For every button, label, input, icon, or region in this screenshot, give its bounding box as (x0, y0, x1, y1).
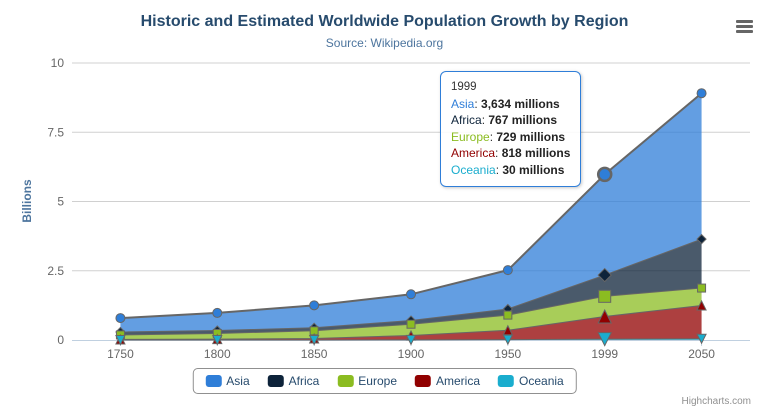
chart-title: Historic and Estimated Worldwide Populat… (140, 13, 629, 30)
chart-subtitle: Source: Wikipedia.org (325, 36, 444, 50)
tooltip-row-asia: Asia: 3,634 millions (451, 96, 570, 113)
tooltip: 1999 Asia: 3,634 millions Africa: 767 mil… (440, 71, 582, 187)
marker-america-1999[interactable] (597, 308, 613, 324)
tooltip-value: 818 millions (501, 146, 571, 160)
legend-item-america[interactable]: America (415, 374, 480, 388)
legend-label: America (436, 374, 481, 388)
marker-asia-1750[interactable] (115, 313, 126, 324)
y-axis-label: 5 (57, 195, 64, 209)
y-axis-label: 2.5 (47, 264, 64, 278)
tooltip-header: 1999 (451, 81, 477, 93)
marker-africa-1999[interactable] (597, 267, 612, 283)
legend-label: Asia (226, 374, 250, 388)
legend-swatch (415, 375, 432, 387)
x-axis-label: 1999 (591, 347, 618, 361)
marker-oceania-1850[interactable] (308, 334, 320, 346)
y-axis-label: 7.5 (47, 125, 64, 139)
legend-item-asia[interactable]: Asia (205, 374, 250, 388)
legend-swatch (498, 375, 515, 387)
tooltip-value: 729 millions (496, 129, 566, 144)
tooltip-row-europe: Europe: 729 millions (451, 129, 570, 146)
legend-item-europe[interactable]: Europe (337, 374, 397, 388)
marker-oceania-2050[interactable] (696, 333, 707, 345)
legend-label: Africa (288, 374, 320, 388)
x-axis-label: 1900 (398, 347, 425, 361)
marker-oceania-1800[interactable] (211, 334, 223, 346)
tooltip-series-name: Europe (451, 129, 490, 144)
x-axis-label: 1950 (495, 347, 522, 361)
hamburger-bar (736, 25, 753, 28)
tooltip-row-africa: Africa: 767 millions (451, 112, 570, 129)
x-axis-label: 1750 (107, 347, 134, 361)
marker-europe-1900[interactable] (406, 319, 416, 329)
marker-oceania-1750[interactable] (115, 334, 126, 346)
area-africa[interactable] (120, 239, 702, 335)
x-axis-label: 1850 (301, 347, 328, 361)
x-axis-label: 2050 (688, 347, 715, 361)
marker-oceania-1900[interactable] (405, 334, 417, 346)
marker-oceania-1950[interactable] (502, 334, 514, 346)
y-axis-label: 10 (51, 56, 65, 70)
legend: Asia Africa Europe America Oceania (192, 368, 577, 394)
marker-asia-1999[interactable] (596, 166, 613, 183)
tooltip-value: 30 millions (502, 162, 565, 177)
marker-africa-2050[interactable] (696, 233, 707, 245)
legend-label: Oceania (519, 374, 564, 388)
credits-link[interactable]: Highcharts.com (681, 396, 751, 407)
legend-swatch (205, 375, 222, 387)
legend-item-oceania[interactable]: Oceania (498, 374, 564, 388)
tooltip-rows: Asia: 3,634 millions Africa: 767 millions… (451, 96, 570, 179)
tooltip-series-name: America (451, 146, 496, 160)
marker-asia-2050[interactable] (696, 88, 707, 99)
legend-swatch (337, 375, 354, 387)
marker-asia-1800[interactable] (212, 307, 223, 318)
marker-asia-1900[interactable] (406, 289, 416, 300)
legend-label: Europe (358, 374, 398, 388)
marker-oceania-1999[interactable] (597, 332, 613, 347)
y-axis-title: Billions (20, 179, 34, 223)
marker-america-2050[interactable] (696, 299, 707, 311)
tooltip-series-name: Asia (451, 96, 475, 111)
marker-europe-1950[interactable] (503, 310, 513, 320)
marker-asia-1950[interactable] (502, 265, 513, 276)
tooltip-separator: : (481, 113, 489, 127)
tooltip-series-name: Africa (451, 113, 482, 127)
y-axis-label: 0 (57, 333, 64, 347)
hamburger-bar (736, 30, 753, 33)
tooltip-separator: : (474, 96, 482, 111)
tooltip-row-america: America: 818 millions (451, 145, 570, 162)
tooltip-row-oceania: Oceania: 30 millions (451, 162, 570, 179)
tooltip-value: 3,634 millions (481, 96, 560, 111)
tooltip-value: 767 millions (488, 113, 558, 127)
tooltip-series-name: Oceania (451, 162, 496, 177)
tooltip-separator: : (495, 162, 503, 177)
legend-swatch (267, 375, 284, 387)
marker-europe-1999[interactable] (598, 289, 612, 303)
marker-europe-2050[interactable] (697, 283, 707, 293)
marker-asia-1850[interactable] (309, 300, 320, 311)
legend-item-africa[interactable]: Africa (267, 374, 320, 388)
tooltip-separator: : (495, 146, 502, 160)
x-axis-label: 1800 (204, 347, 231, 361)
hamburger-bar (736, 20, 753, 23)
area-asia[interactable] (120, 93, 702, 332)
tooltip-separator: : (489, 129, 497, 144)
area-america[interactable] (120, 305, 702, 340)
hamburger-icon[interactable] (736, 20, 753, 33)
